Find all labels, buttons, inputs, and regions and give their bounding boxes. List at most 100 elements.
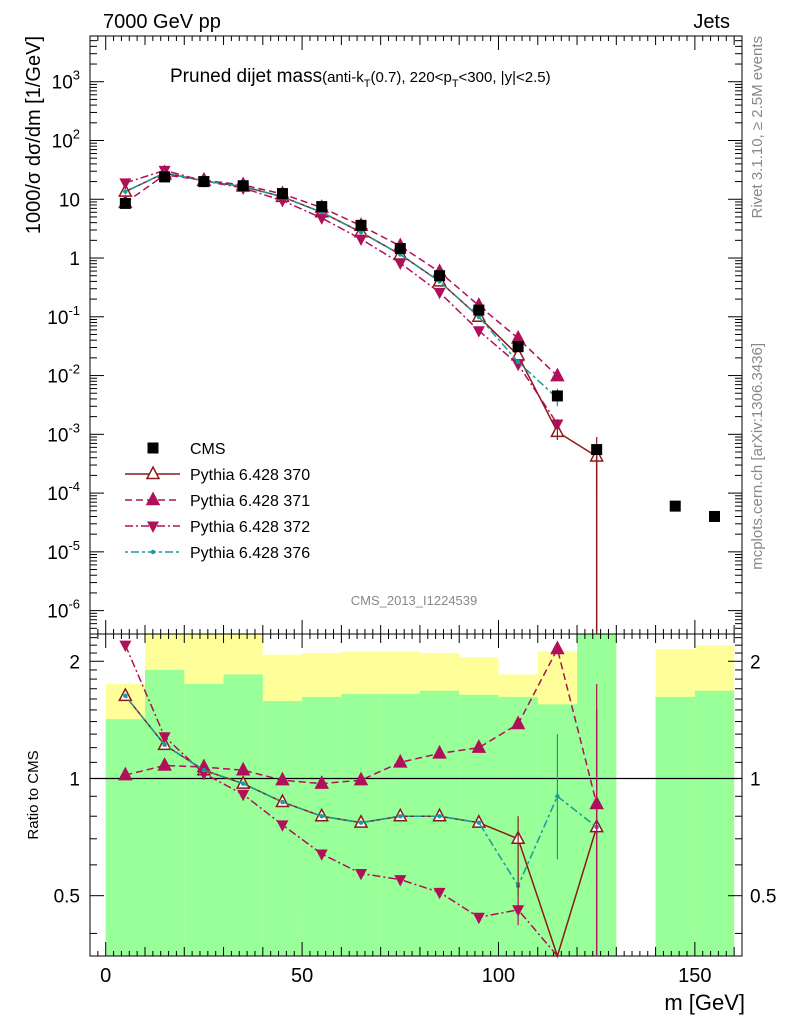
- point-cms: [709, 510, 721, 522]
- point-cms: [512, 341, 524, 353]
- band-inner-bin: [380, 693, 420, 956]
- band-inner-bin: [419, 690, 460, 956]
- x-tick-label: 0: [100, 965, 111, 987]
- ratio-point-p371: [235, 761, 251, 776]
- y-tick-label: 103: [52, 68, 80, 94]
- point-p372: [355, 234, 368, 246]
- ratio-point-p376: [123, 693, 128, 699]
- ratio-point-p376: [437, 814, 442, 819]
- point-cms: [551, 390, 563, 402]
- y-tick-label: 10-4: [47, 479, 80, 505]
- y-tick-label: 10-1: [47, 303, 80, 329]
- ratio-point-p376: [201, 768, 207, 773]
- legend-label-p372: Pythia 6.428 372: [190, 519, 310, 536]
- ratio-tick-label: 0.5: [54, 887, 80, 908]
- ratio-point-p371: [471, 739, 487, 753]
- point-cms: [237, 180, 249, 192]
- band-inner-bin: [694, 690, 735, 956]
- series-line-p372: [125, 169, 559, 425]
- ratio-frame: [89, 633, 743, 957]
- point-cms: [473, 304, 485, 316]
- point-cms: [591, 444, 603, 456]
- legend-marker-p372: [147, 521, 159, 533]
- point-p372: [119, 178, 132, 190]
- point-p372: [315, 213, 328, 225]
- y-tick-label: 10-6: [47, 597, 80, 623]
- uncertainty-bands: [105, 634, 735, 956]
- ratio-point-p371: [393, 753, 408, 768]
- band-inner-bin: [302, 696, 342, 956]
- ratio-point-p376: [398, 814, 403, 819]
- point-p371: [550, 367, 565, 382]
- main-frame: [89, 35, 743, 635]
- ratio-point-p371: [157, 756, 172, 771]
- ratio-point-p372: [276, 820, 289, 832]
- ratio-tick-label: 2: [750, 652, 761, 673]
- y-tick-label: 10-2: [47, 362, 80, 388]
- plot-frames: [89, 35, 743, 957]
- ratio-point-p371: [510, 715, 526, 730]
- ratio-point-p376: [280, 799, 285, 805]
- band-inner-bin: [223, 674, 263, 956]
- series-cms: [119, 171, 721, 522]
- legend-label-p376: Pythia 6.428 376: [190, 545, 310, 562]
- y-axis-title: 1000/σ dσ/dm [1/GeV]: [23, 36, 45, 234]
- y-tick-label: 1: [69, 249, 80, 270]
- ratio-point-p371: [118, 766, 133, 781]
- ratio-point-p371: [353, 771, 369, 786]
- ratio-point-p376: [162, 742, 167, 748]
- x-tick-label: 100: [482, 965, 515, 987]
- rivet-label: Rivet 3.1.10, ≥ 2.5M events: [749, 36, 766, 219]
- ratio-point-p372: [394, 875, 407, 887]
- ratio-point-p372: [355, 869, 368, 881]
- y-tick-label: 10: [59, 190, 80, 211]
- point-cms: [198, 176, 210, 188]
- x-axis-title: m [GeV]: [664, 990, 745, 1015]
- header-right: Jets: [693, 11, 730, 33]
- point-p376: [476, 314, 482, 319]
- point-p371: [510, 329, 526, 344]
- ratio-point-p376: [240, 781, 246, 786]
- point-cms: [394, 243, 406, 255]
- y-tick-label: 102: [52, 126, 80, 152]
- point-p376: [358, 230, 364, 235]
- band-inner-bin: [184, 683, 224, 956]
- x-tick-label: 150: [678, 965, 711, 987]
- ratio-point-p371: [432, 744, 447, 759]
- error-bars: [517, 388, 598, 956]
- point-p372: [512, 359, 525, 372]
- point-cms: [669, 500, 681, 512]
- point-p372: [472, 326, 485, 338]
- band-inner-bin: [655, 696, 695, 956]
- series-line-p371: [124, 174, 558, 377]
- legend-marker-data: [147, 442, 159, 454]
- band-inner-bin: [144, 669, 185, 956]
- ratio-point-p376: [319, 814, 324, 819]
- ratio-point-p372: [119, 640, 132, 653]
- ratio-tick-label: 2: [69, 652, 80, 673]
- legend-label-p370: Pythia 6.428 370: [190, 467, 310, 484]
- y-tick-label: 10-5: [47, 538, 80, 564]
- ratio-point-p372: [472, 912, 485, 925]
- analysis-id: CMS_2013_I1224539: [351, 593, 478, 608]
- legend-marker-p376: [150, 549, 156, 555]
- band-inner-bin: [105, 719, 145, 956]
- ratio-point-p376: [358, 820, 364, 825]
- point-cms: [355, 219, 367, 231]
- point-p376: [123, 189, 128, 194]
- point-cms: [276, 188, 288, 200]
- axis-ticks: 0 50 100 150 10-6 10-5 10-4 10-3 10-2 10-1 1 10 102 1…: [47, 35, 776, 987]
- ratio-point-p372: [315, 849, 328, 861]
- ratio-point-p372: [158, 732, 171, 744]
- ratio-tick-label: 1: [69, 769, 80, 790]
- ratio-point-p371: [550, 640, 565, 655]
- point-p372: [433, 287, 446, 300]
- point-cms: [119, 197, 131, 209]
- ratio-point-p376: [476, 820, 482, 825]
- series-layer: [118, 164, 721, 959]
- ratio-point-p371: [314, 775, 329, 789]
- mcplots-label: mcplots.cern.ch [arXiv:1306.3436]: [749, 343, 766, 570]
- point-p372: [394, 258, 407, 270]
- series-line-p370: [125, 172, 598, 458]
